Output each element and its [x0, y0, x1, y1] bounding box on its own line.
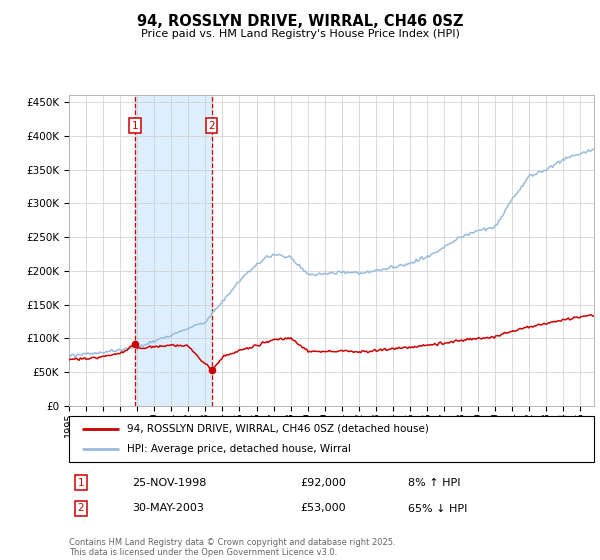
Text: 2: 2 — [208, 120, 215, 130]
Text: £53,000: £53,000 — [300, 503, 346, 514]
Text: 8% ↑ HPI: 8% ↑ HPI — [408, 478, 461, 488]
Bar — [135, 95, 212, 406]
FancyBboxPatch shape — [69, 416, 594, 462]
Text: 65% ↓ HPI: 65% ↓ HPI — [408, 503, 467, 514]
Text: Contains HM Land Registry data © Crown copyright and database right 2025.
This d: Contains HM Land Registry data © Crown c… — [69, 538, 395, 557]
Text: 1: 1 — [131, 120, 138, 130]
Text: 94, ROSSLYN DRIVE, WIRRAL, CH46 0SZ (detached house): 94, ROSSLYN DRIVE, WIRRAL, CH46 0SZ (det… — [127, 424, 428, 434]
Text: 2: 2 — [77, 503, 85, 514]
Text: 94, ROSSLYN DRIVE, WIRRAL, CH46 0SZ: 94, ROSSLYN DRIVE, WIRRAL, CH46 0SZ — [137, 14, 463, 29]
Text: 1: 1 — [77, 478, 85, 488]
Text: 25-NOV-1998: 25-NOV-1998 — [132, 478, 206, 488]
Text: £92,000: £92,000 — [300, 478, 346, 488]
Text: Price paid vs. HM Land Registry's House Price Index (HPI): Price paid vs. HM Land Registry's House … — [140, 29, 460, 39]
Text: HPI: Average price, detached house, Wirral: HPI: Average price, detached house, Wirr… — [127, 444, 350, 454]
Text: 30-MAY-2003: 30-MAY-2003 — [132, 503, 204, 514]
